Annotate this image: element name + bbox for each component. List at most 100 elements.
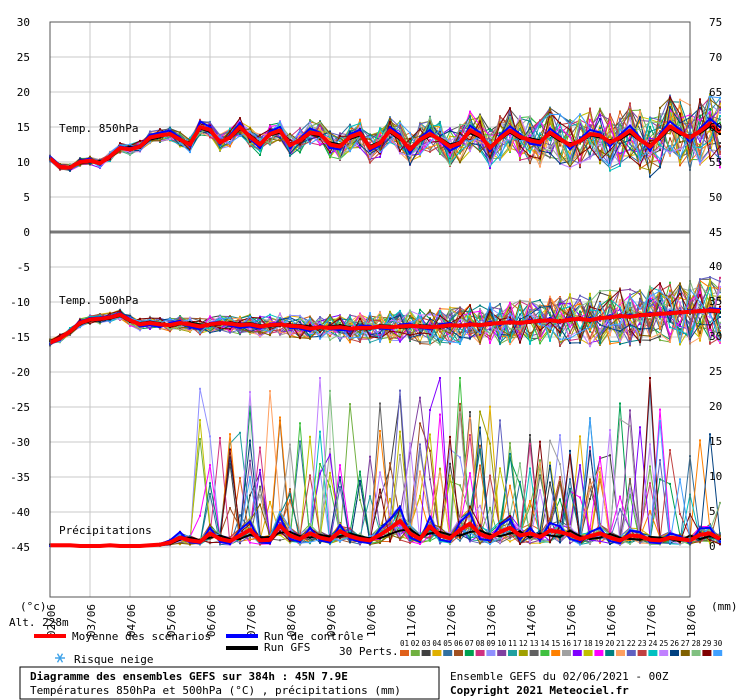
pert-precip-line-point <box>569 478 571 481</box>
pert-t850-line-point <box>409 161 411 164</box>
pert-t850-line-point <box>619 152 621 155</box>
pert-t850-line-point <box>549 156 551 159</box>
pert-t500-line-point <box>419 330 421 333</box>
pert-t500-line-point <box>659 307 661 310</box>
pert-precip-line-point <box>259 485 261 488</box>
pert-t850-line-point <box>199 133 201 136</box>
pert-t850-line-point <box>709 147 711 150</box>
pert-t500-line-point <box>199 321 201 324</box>
pert-t850-line-point <box>439 144 441 147</box>
pert-t500-line-point <box>409 317 411 320</box>
pert-t850-line-point <box>459 145 461 148</box>
pert-t850-line-point <box>289 148 291 151</box>
pert-t500-line-point <box>539 335 541 338</box>
pert-t850-line-point <box>579 165 581 167</box>
pert-precip-line-point <box>229 462 231 465</box>
pert-t850-line-point <box>479 122 481 125</box>
pert-t850-line-point <box>549 139 551 142</box>
pert-precip-line-point <box>669 531 671 534</box>
pert-t500-line-point <box>429 310 431 313</box>
pert-t850-line-point <box>379 133 381 136</box>
pert-t850-line-point <box>629 136 631 139</box>
pert-precip-line-point <box>459 411 461 414</box>
pert-t850-line-point <box>559 144 561 147</box>
pert-t850-line-point <box>479 115 481 118</box>
pert-t850-line-point <box>429 127 431 130</box>
pert-t500-line-point <box>539 332 541 335</box>
pert-t850-line-point <box>629 102 631 105</box>
pert-t500-line-point <box>449 306 451 309</box>
pert-precip-line-point <box>559 519 561 522</box>
pert-t500-line-point <box>509 340 511 343</box>
pert-t500-line-point <box>719 291 721 294</box>
pert-t850-line-point <box>509 110 511 113</box>
pert-t850-line-point <box>699 103 701 106</box>
pert-t500-line-point <box>519 336 521 339</box>
pert-t500-line-point <box>139 329 141 332</box>
pert-t850-line-point <box>669 147 671 150</box>
pert-t500-line-point <box>629 294 631 297</box>
pert-precip-line-point <box>519 528 521 531</box>
pert-t850-line-point <box>279 138 281 141</box>
pert-t850-line-point <box>639 120 641 123</box>
pert-precip-line-point <box>499 528 501 531</box>
pert-t500-line-point <box>529 332 531 335</box>
pert-t500-line-point <box>359 334 361 337</box>
pert-t500-line-point <box>299 331 301 334</box>
pert-t850-line-point <box>669 129 671 132</box>
pert-precip-line-point <box>239 514 241 517</box>
pert-t500-line-point <box>309 319 311 322</box>
pert-t850-line-point <box>449 127 451 130</box>
pert-t500-line-point <box>719 310 721 313</box>
pert-t500-line-point <box>619 308 621 311</box>
pert-t500-line-point <box>469 313 471 316</box>
pert-precip-line-point <box>559 533 561 536</box>
pert-t500-line-point <box>609 329 611 332</box>
pert-t850-line-point <box>719 158 721 160</box>
pert-precip-line-point <box>629 540 631 543</box>
pert-t850-line-point <box>659 149 661 152</box>
pert-t850-line-point <box>449 154 451 157</box>
pert-precip-line-point <box>559 498 561 501</box>
pert-precip-line-point <box>559 434 561 437</box>
pert-t500-line-point <box>479 319 481 322</box>
pert-precip-line-point <box>409 452 411 455</box>
pert-precip-line-point <box>459 539 461 542</box>
pert-t500-line-point <box>669 281 671 284</box>
pert-t850-line-point <box>319 124 321 127</box>
pert-t850-line-point <box>419 155 421 158</box>
pert-t850-line-point <box>469 144 471 147</box>
pert-t500-line-point <box>169 330 171 332</box>
pert-t500-line-point <box>469 333 471 336</box>
pert-t500-line-point <box>209 315 211 318</box>
pert-t500-line-point <box>529 342 531 345</box>
pert-t850-line-point <box>399 123 401 126</box>
pert-t500-line-point <box>619 303 621 306</box>
pert-t850-line-point <box>219 146 221 149</box>
pert-precip-line-point <box>479 526 481 529</box>
pert-t500-line-point <box>269 316 271 319</box>
pert-t500-line-point <box>459 320 461 323</box>
pert-t500-line-point <box>619 327 621 330</box>
pert-precip-line-point <box>429 409 431 411</box>
pert-t850-line-point <box>529 156 531 159</box>
pert-t500-line-point <box>349 314 351 317</box>
pert-t500-line-point <box>439 336 441 339</box>
pert-t850-line-point <box>619 118 621 121</box>
pert-t500-line-point <box>699 320 701 323</box>
pert-t850-line-point <box>359 142 361 145</box>
pert-t850-line-point <box>579 128 581 130</box>
pert-precip-line-point <box>549 481 551 484</box>
pert-t500-line-point <box>489 305 491 308</box>
pert-precip-line-point <box>439 377 441 379</box>
pert-t500-line-point <box>529 311 531 314</box>
pert-t500-line-point <box>469 315 471 318</box>
pert-t850-line-point <box>579 126 581 129</box>
pert-t500-line-point <box>239 332 241 335</box>
pert-t850-line-point <box>489 129 491 132</box>
pert-t500-line-point <box>309 334 311 337</box>
pert-t850-line-point <box>419 147 421 150</box>
pert-t850-line-point <box>719 115 721 118</box>
pert-t500-line-point <box>669 318 671 320</box>
pert-t850-line-point <box>609 130 611 133</box>
